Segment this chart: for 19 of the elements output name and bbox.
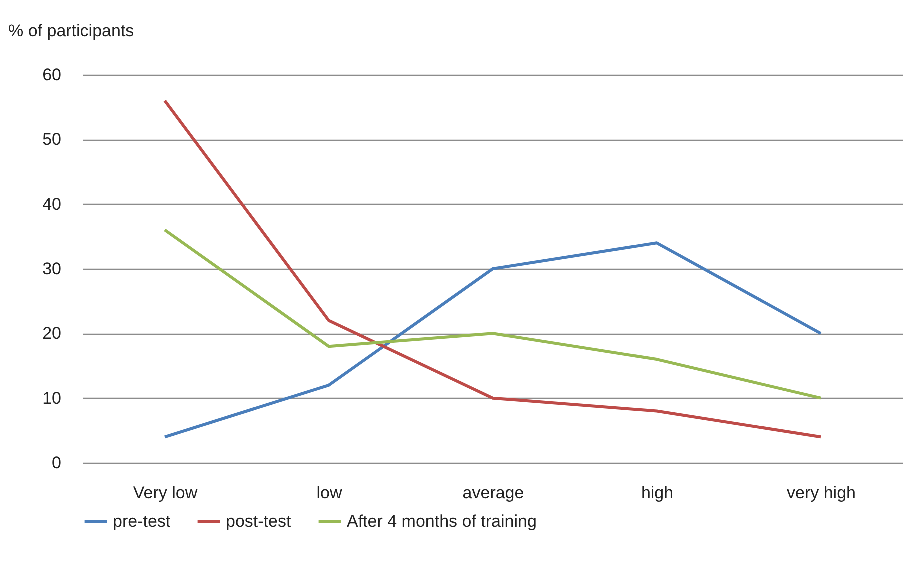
x-tick-label: low [316,484,343,502]
x-tick-label: very high [787,484,856,502]
legend-label: post-test [226,512,292,531]
x-tick-label: Very low [133,484,198,502]
legend-label: pre-test [113,512,171,531]
y-tick-label: 10 [42,388,62,408]
y-tick-label: 30 [42,260,62,278]
legend-label: After 4 months of training [347,512,537,531]
line-series [164,242,822,439]
x-tick-label: high [641,484,674,502]
line-series [164,99,822,439]
y-tick-label: 40 [42,194,62,214]
y-tick-label: 50 [42,130,62,150]
y-tick-label: 0 [52,454,62,472]
x-tick-label: average [462,484,524,502]
line-series [164,228,822,400]
y-tick-label: 60 [42,66,62,84]
y-tick-label: 20 [42,324,62,344]
y-axis-title: % of participants [8,22,134,40]
